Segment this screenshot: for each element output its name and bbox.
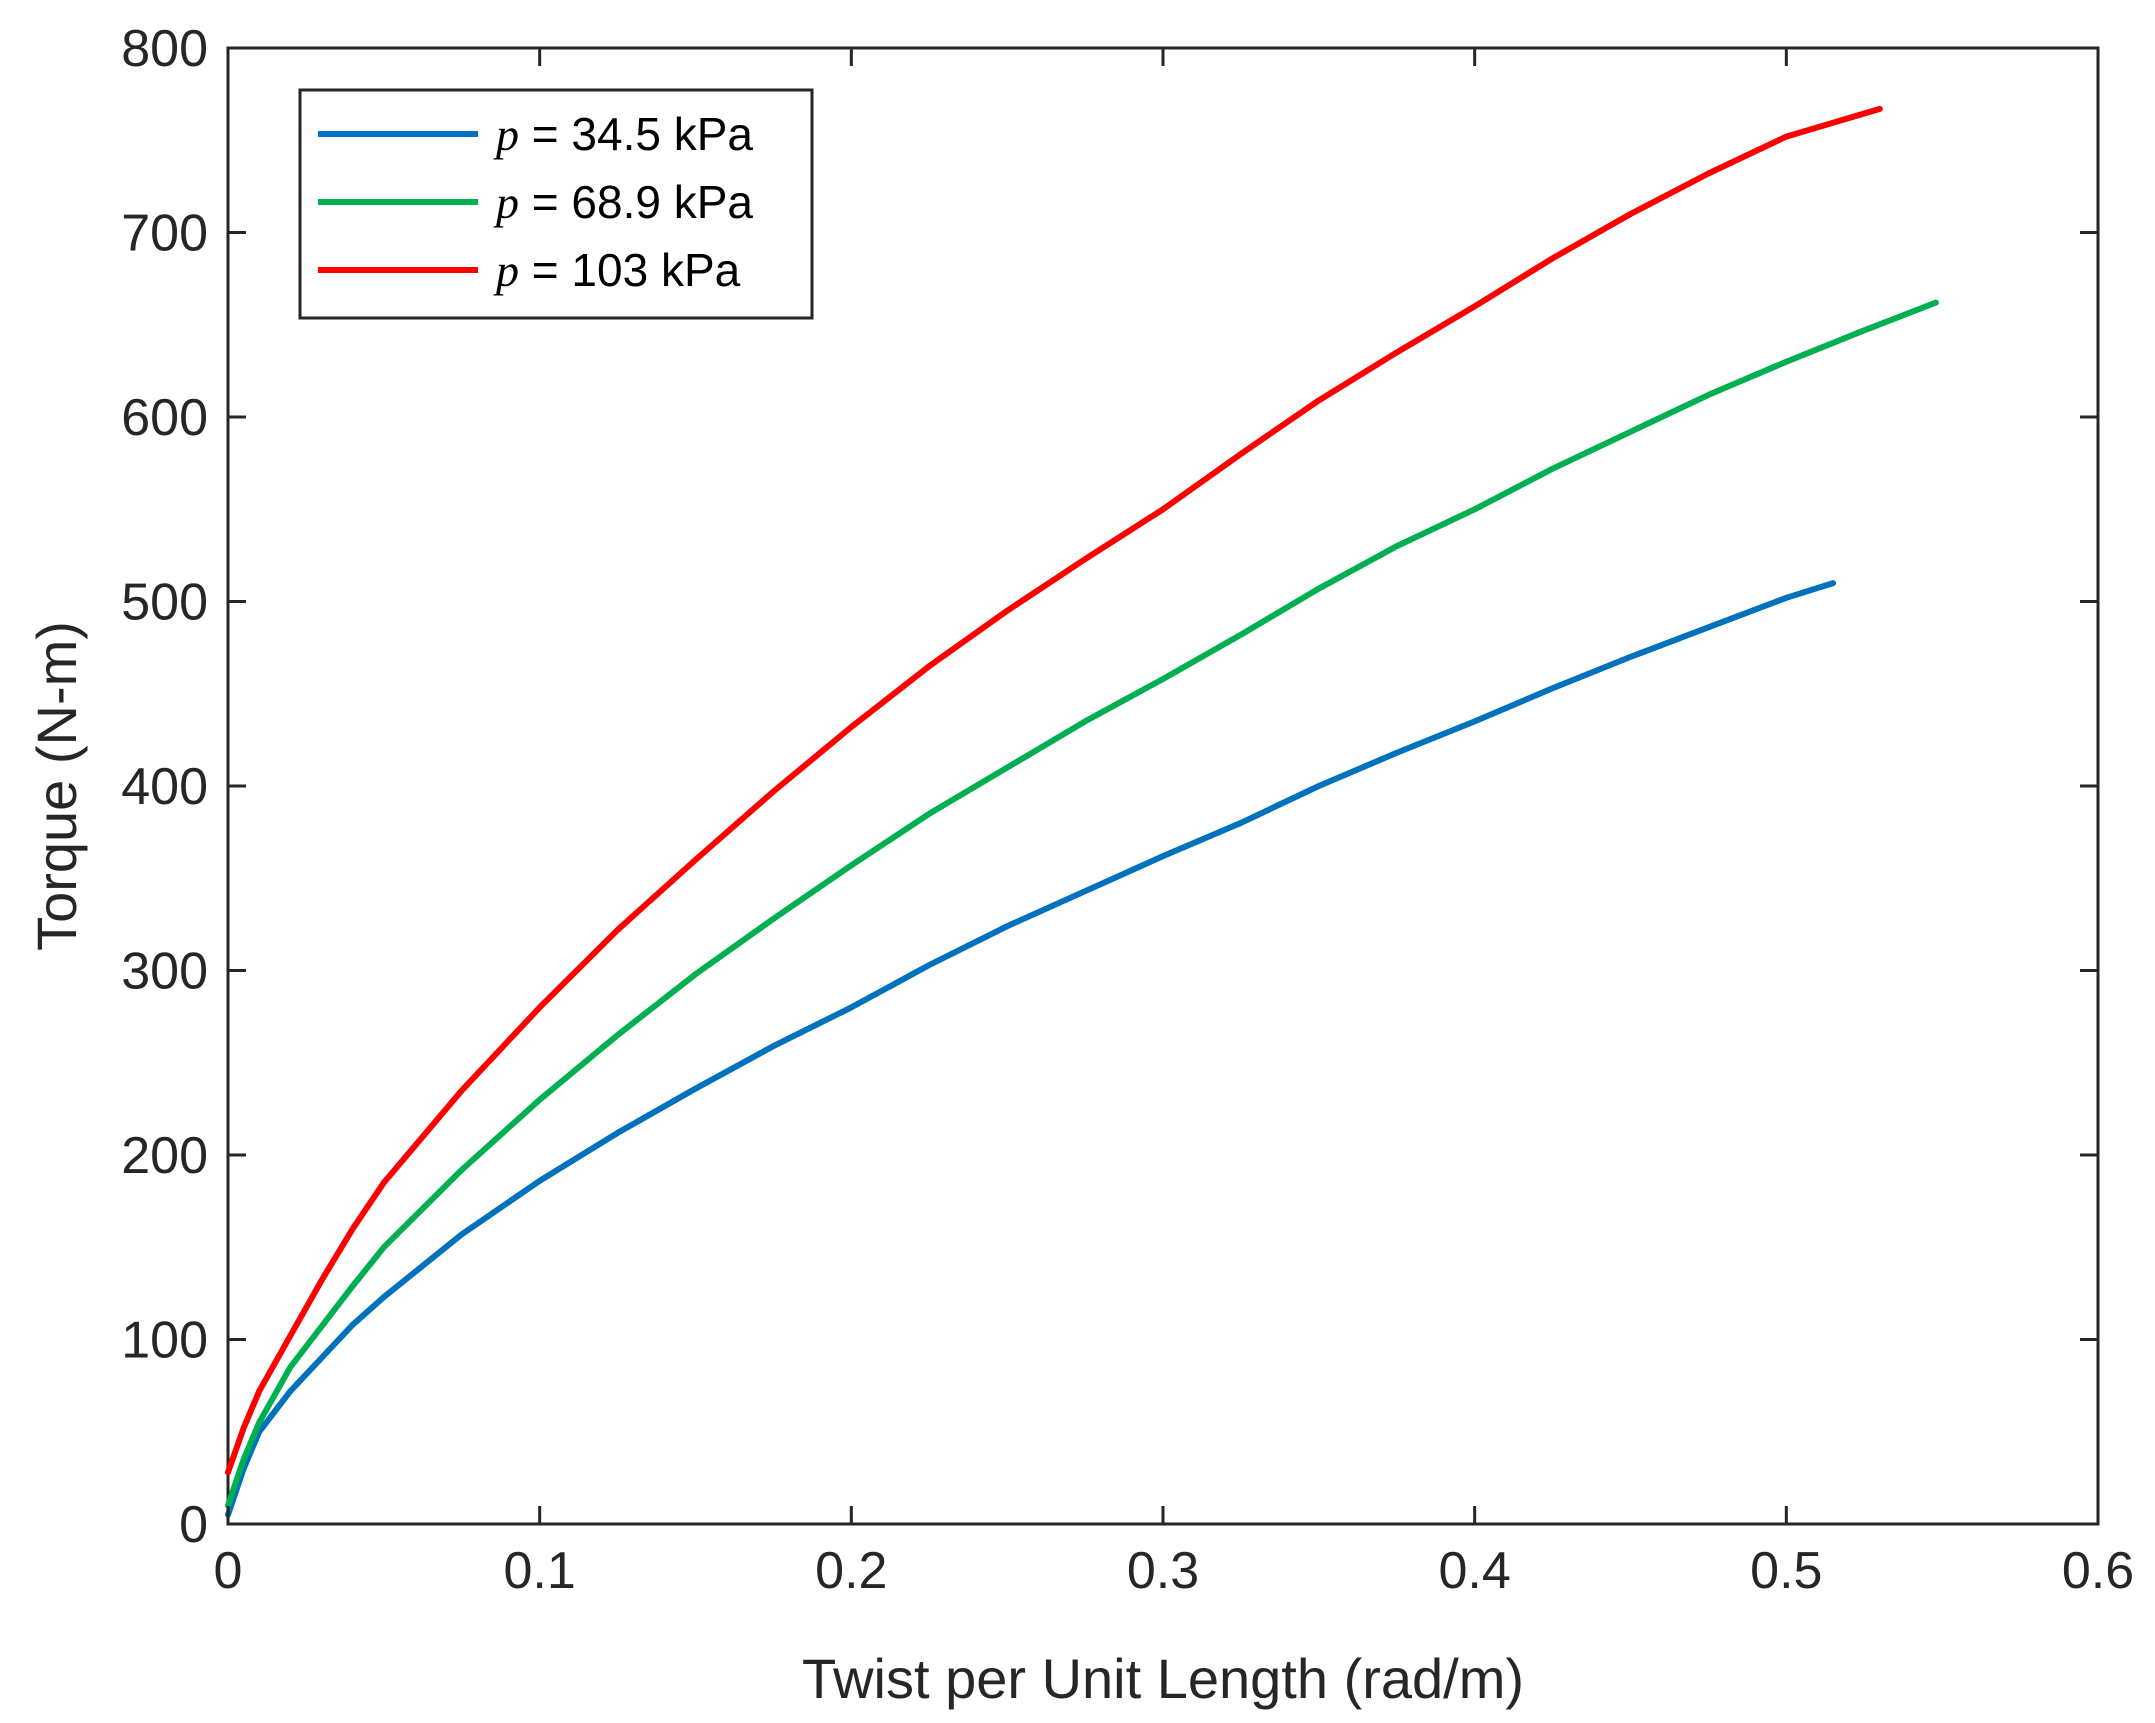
x-tick-label: 0.1 bbox=[504, 1542, 576, 1600]
y-tick-label: 500 bbox=[121, 574, 208, 632]
y-tick-label: 700 bbox=[121, 205, 208, 263]
y-axis-label: Torque (N-m) bbox=[25, 621, 88, 951]
x-axis-label: Twist per Unit Length (rad/m) bbox=[802, 1647, 1524, 1710]
x-tick-label: 0 bbox=[214, 1542, 243, 1600]
series-line-2 bbox=[225, 299, 1939, 1509]
y-tick-label: 300 bbox=[121, 943, 208, 1001]
series-layer bbox=[225, 105, 1939, 1518]
legend-entry-1: p = 34.5 kPa bbox=[493, 108, 753, 160]
x-tick-label: 0.4 bbox=[1439, 1542, 1511, 1600]
y-tick-label: 600 bbox=[121, 389, 208, 447]
x-tick-label: 0.6 bbox=[2062, 1542, 2134, 1600]
legend-entry-3: p = 103 kPa bbox=[493, 244, 741, 296]
x-axis-ticks: 0 0.1 0.2 0.3 0.4 0.5 0.6 bbox=[214, 48, 2134, 1600]
legend-entry-2: p = 68.9 kPa bbox=[493, 176, 753, 228]
y-tick-label: 400 bbox=[121, 758, 208, 816]
series-line-3 bbox=[225, 105, 1883, 1476]
y-tick-label: 800 bbox=[121, 20, 208, 78]
x-tick-label: 0.3 bbox=[1127, 1542, 1199, 1600]
x-tick-label: 0.2 bbox=[815, 1542, 887, 1600]
y-tick-label: 200 bbox=[121, 1127, 208, 1185]
y-tick-label: 100 bbox=[121, 1312, 208, 1370]
y-axis-ticks: 0 100 200 300 400 500 600 700 800 bbox=[121, 20, 2098, 1554]
legend: p = 34.5 kPa p = 68.9 kPa p = 103 kPa bbox=[298, 88, 814, 320]
y-tick-label: 0 bbox=[179, 1496, 208, 1554]
x-tick-label: 0.5 bbox=[1750, 1542, 1822, 1600]
series-line-1 bbox=[225, 580, 1837, 1518]
